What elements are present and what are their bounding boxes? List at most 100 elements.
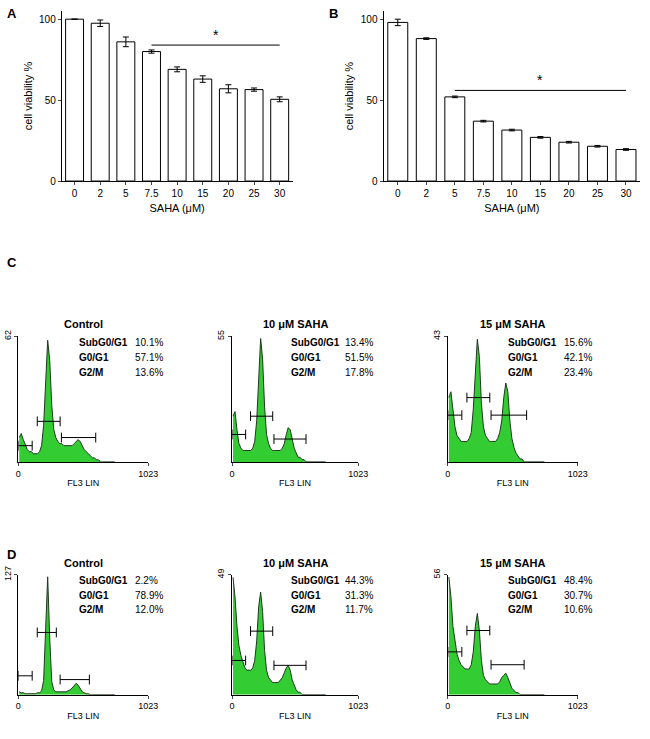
- svg-text:G0/G1: G0/G1: [79, 352, 109, 363]
- svg-text:50: 50: [45, 95, 57, 106]
- svg-text:10: 10: [506, 188, 518, 199]
- svg-text:0: 0: [16, 701, 21, 711]
- svg-text:127: 127: [3, 566, 13, 581]
- svg-text:SAHA (μM): SAHA (μM): [150, 202, 205, 214]
- svg-text:51.5%: 51.5%: [345, 352, 373, 363]
- svg-text:15 μM SAHA: 15 μM SAHA: [480, 557, 545, 569]
- svg-text:1023: 1023: [138, 469, 158, 479]
- svg-text:10.6%: 10.6%: [564, 604, 592, 615]
- svg-text:A: A: [7, 6, 17, 21]
- svg-text:10: 10: [172, 188, 184, 199]
- svg-text:*: *: [537, 72, 543, 88]
- svg-text:15 μM SAHA: 15 μM SAHA: [480, 318, 545, 330]
- svg-text:FL3 LIN: FL3 LIN: [279, 711, 311, 721]
- svg-text:1023: 1023: [138, 701, 158, 711]
- svg-text:SubG0/G1: SubG0/G1: [508, 337, 557, 348]
- svg-text:30.7%: 30.7%: [564, 590, 592, 601]
- svg-text:1023: 1023: [348, 469, 368, 479]
- svg-text:G2/M: G2/M: [79, 604, 103, 615]
- svg-text:55: 55: [216, 330, 226, 340]
- svg-text:78.9%: 78.9%: [135, 590, 163, 601]
- svg-text:62: 62: [3, 330, 13, 340]
- svg-text:0: 0: [72, 188, 78, 199]
- svg-text:30: 30: [620, 188, 632, 199]
- svg-text:G0/G1: G0/G1: [508, 352, 538, 363]
- svg-text:12.0%: 12.0%: [135, 604, 163, 615]
- svg-text:25: 25: [248, 188, 260, 199]
- svg-text:0: 0: [445, 469, 450, 479]
- svg-text:56: 56: [432, 569, 442, 579]
- svg-text:15.6%: 15.6%: [564, 337, 592, 348]
- svg-text:11.7%: 11.7%: [345, 604, 373, 615]
- svg-text:43: 43: [432, 330, 442, 340]
- svg-text:15: 15: [535, 188, 547, 199]
- svg-text:31.3%: 31.3%: [345, 590, 373, 601]
- svg-text:5: 5: [123, 188, 129, 199]
- svg-text:17.8%: 17.8%: [345, 367, 373, 378]
- svg-text:30: 30: [274, 188, 286, 199]
- svg-text:13.4%: 13.4%: [345, 337, 373, 348]
- svg-text:G0/G1: G0/G1: [291, 352, 321, 363]
- svg-text:0: 0: [230, 469, 235, 479]
- svg-text:Control: Control: [64, 318, 103, 330]
- svg-text:2.2%: 2.2%: [135, 575, 158, 586]
- svg-text:57.1%: 57.1%: [135, 352, 163, 363]
- svg-text:G0/G1: G0/G1: [508, 590, 538, 601]
- svg-text:10 μM SAHA: 10 μM SAHA: [263, 318, 328, 330]
- svg-text:0: 0: [50, 176, 56, 187]
- svg-text:1023: 1023: [348, 701, 368, 711]
- svg-text:FL3 LIN: FL3 LIN: [497, 711, 529, 721]
- svg-text:10 μM SAHA: 10 μM SAHA: [263, 557, 328, 569]
- svg-text:13.6%: 13.6%: [135, 367, 163, 378]
- svg-text:23.4%: 23.4%: [564, 367, 592, 378]
- svg-text:0: 0: [230, 701, 235, 711]
- svg-text:SAHA (μM): SAHA (μM): [484, 202, 539, 214]
- svg-text:25: 25: [592, 188, 604, 199]
- svg-text:SubG0/G1: SubG0/G1: [79, 575, 128, 586]
- svg-text:FL3 LIN: FL3 LIN: [67, 711, 99, 721]
- svg-text:2: 2: [97, 188, 103, 199]
- svg-text:FL3 LIN: FL3 LIN: [67, 478, 99, 488]
- svg-text:G2/M: G2/M: [508, 367, 532, 378]
- svg-text:*: *: [213, 27, 219, 43]
- svg-text:0: 0: [16, 469, 21, 479]
- svg-text:G0/G1: G0/G1: [291, 590, 321, 601]
- svg-text:0: 0: [372, 176, 378, 187]
- svg-text:SubG0/G1: SubG0/G1: [79, 337, 128, 348]
- svg-text:SubG0/G1: SubG0/G1: [508, 575, 557, 586]
- svg-text:7.5: 7.5: [476, 188, 490, 199]
- svg-text:44.3%: 44.3%: [345, 575, 373, 586]
- svg-text:G2/M: G2/M: [508, 604, 532, 615]
- svg-text:7.5: 7.5: [145, 188, 159, 199]
- svg-text:20: 20: [563, 188, 575, 199]
- svg-text:C: C: [7, 255, 17, 270]
- svg-text:50: 50: [366, 95, 378, 106]
- svg-text:G0/G1: G0/G1: [79, 590, 109, 601]
- svg-text:42.1%: 42.1%: [564, 352, 592, 363]
- svg-text:10.1%: 10.1%: [135, 337, 163, 348]
- svg-text:SubG0/G1: SubG0/G1: [291, 337, 340, 348]
- svg-text:1023: 1023: [568, 469, 588, 479]
- svg-text:G2/M: G2/M: [291, 367, 315, 378]
- svg-text:cell viability %: cell viability %: [22, 62, 34, 131]
- svg-text:G2/M: G2/M: [79, 367, 103, 378]
- svg-text:0: 0: [395, 188, 401, 199]
- svg-text:Control: Control: [64, 557, 103, 569]
- svg-text:SubG0/G1: SubG0/G1: [291, 575, 340, 586]
- svg-text:20: 20: [223, 188, 235, 199]
- svg-text:FL3 LIN: FL3 LIN: [279, 478, 311, 488]
- svg-text:D: D: [7, 547, 16, 562]
- svg-text:G2/M: G2/M: [291, 604, 315, 615]
- svg-text:100: 100: [361, 14, 378, 25]
- svg-text:48.4%: 48.4%: [564, 575, 592, 586]
- svg-text:1023: 1023: [568, 701, 588, 711]
- svg-text:100: 100: [39, 14, 56, 25]
- svg-text:FL3 LIN: FL3 LIN: [497, 478, 529, 488]
- svg-text:15: 15: [197, 188, 209, 199]
- svg-text:cell viability %: cell viability %: [343, 62, 355, 131]
- svg-text:2: 2: [424, 188, 430, 199]
- svg-text:0: 0: [445, 701, 450, 711]
- svg-text:5: 5: [452, 188, 458, 199]
- svg-text:B: B: [329, 6, 338, 21]
- svg-text:49: 49: [216, 569, 226, 579]
